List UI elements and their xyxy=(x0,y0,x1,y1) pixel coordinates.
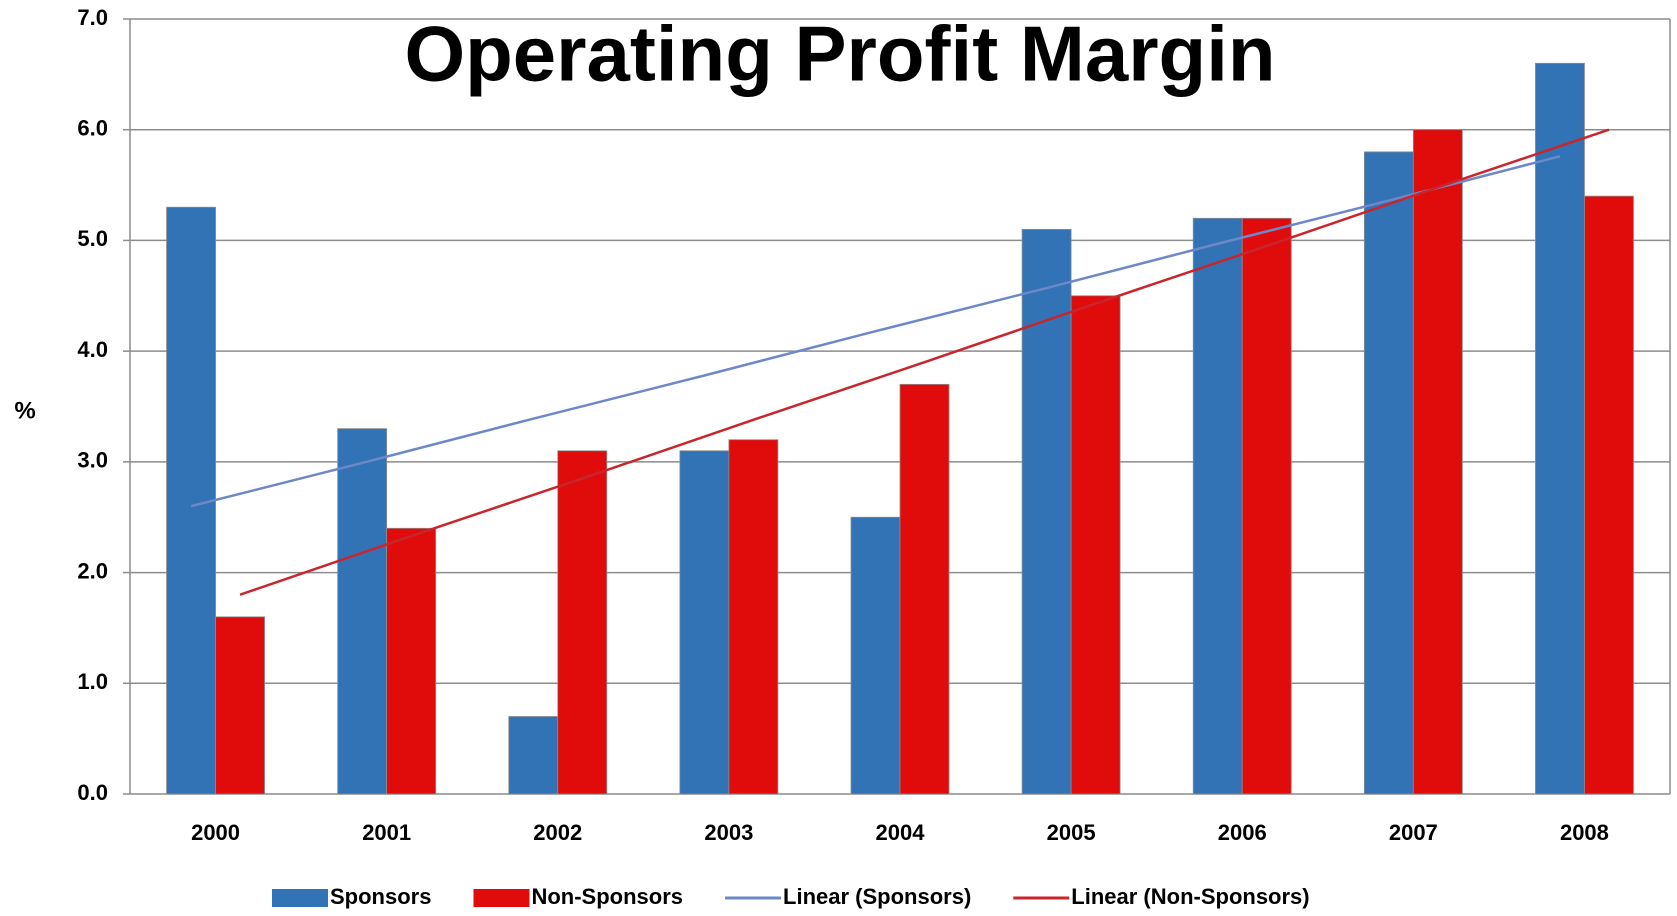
x-tick-label: 2005 xyxy=(1047,820,1096,845)
x-tick-label: 2007 xyxy=(1389,820,1438,845)
x-tick-label: 2000 xyxy=(191,820,240,845)
y-tick-label: 0.0 xyxy=(77,780,108,805)
y-axis-label: % xyxy=(14,397,35,424)
bar xyxy=(386,527,437,795)
bar xyxy=(215,616,265,795)
y-tick-label: 7.0 xyxy=(77,5,108,30)
bar xyxy=(679,450,730,795)
bar xyxy=(728,439,779,795)
legend-label: Linear (Sponsors) xyxy=(783,884,971,909)
y-tick-label: 3.0 xyxy=(77,448,108,473)
x-tick-label: 2006 xyxy=(1218,820,1267,845)
bar xyxy=(1584,195,1634,795)
bar xyxy=(1192,217,1243,795)
y-tick-label: 1.0 xyxy=(77,669,108,694)
legend-label: Linear (Non-Sponsors) xyxy=(1071,884,1309,909)
y-tick-label: 5.0 xyxy=(77,226,108,251)
bar xyxy=(899,383,950,795)
x-tick-label: 2008 xyxy=(1560,820,1609,845)
bar xyxy=(508,716,559,795)
bar xyxy=(1412,129,1463,795)
trend-line xyxy=(239,128,1610,596)
legend-swatch xyxy=(272,889,328,907)
bar xyxy=(1021,228,1072,795)
bar xyxy=(1070,295,1121,795)
y-tick-label: 4.0 xyxy=(77,337,108,362)
bar xyxy=(1363,151,1414,795)
bar xyxy=(166,206,216,795)
chart-title: Operating Profit Margin xyxy=(404,10,1275,98)
x-tick-label: 2003 xyxy=(704,820,753,845)
bar xyxy=(337,428,388,795)
x-tick-label: 2004 xyxy=(876,820,926,845)
bar xyxy=(1241,217,1292,795)
bar xyxy=(1535,62,1585,795)
y-tick-label: 6.0 xyxy=(77,116,108,141)
bar xyxy=(850,516,901,795)
x-tick-label: 2002 xyxy=(533,820,582,845)
y-tick-label: 2.0 xyxy=(77,558,108,583)
trend-line xyxy=(190,155,1561,508)
legend-label: Sponsors xyxy=(330,884,431,909)
x-tick-label: 2001 xyxy=(362,820,411,845)
bar xyxy=(557,450,608,795)
legend-label: Non-Sponsors xyxy=(531,884,683,909)
legend-swatch xyxy=(473,889,530,907)
